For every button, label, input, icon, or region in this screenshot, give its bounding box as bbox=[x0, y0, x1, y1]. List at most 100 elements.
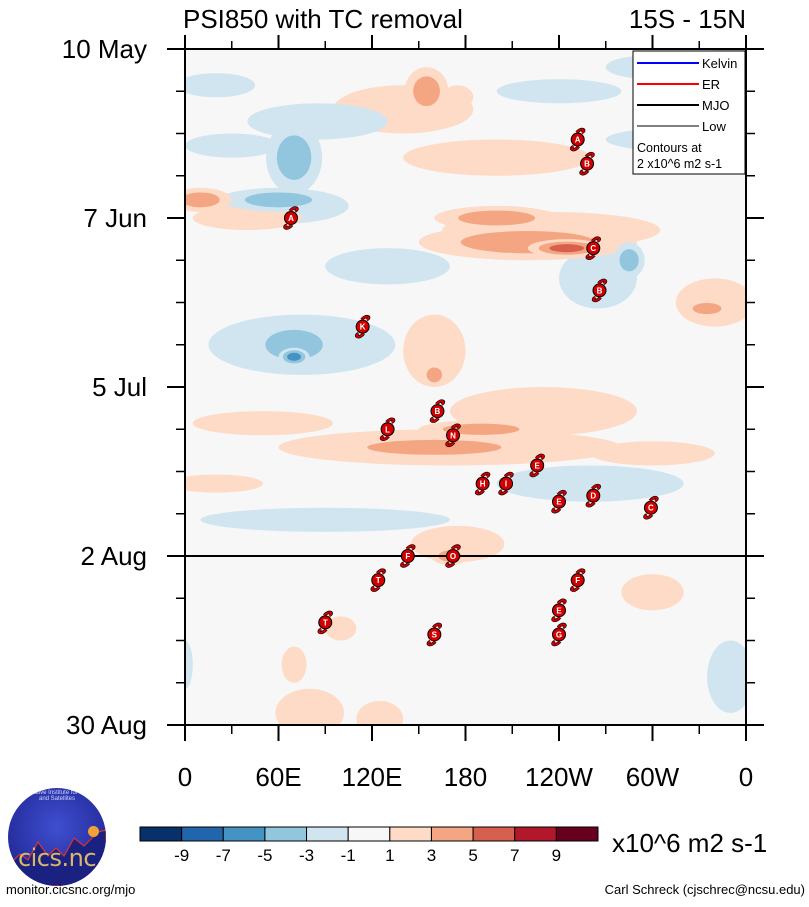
hurricane-arm bbox=[592, 279, 607, 302]
hurricane-arm bbox=[380, 418, 395, 441]
tc-label: B bbox=[584, 160, 590, 169]
tc-marker: L bbox=[379, 417, 396, 441]
hurricane-eye bbox=[400, 549, 415, 563]
hurricane-arm bbox=[643, 496, 658, 519]
x-tick-label: 0 bbox=[739, 762, 753, 792]
hurricane-arm bbox=[586, 237, 601, 260]
colorbar-swatch bbox=[347, 826, 391, 842]
hurricane-eye bbox=[427, 627, 442, 642]
hurricane-arm bbox=[580, 152, 595, 175]
hurricane-eye bbox=[580, 156, 595, 171]
tc-label: E bbox=[556, 498, 562, 507]
tc-label: N bbox=[450, 431, 456, 440]
cics-logo: Cooperative Institute for Climate and Sa… bbox=[8, 788, 106, 886]
colorbar: -9 -7 -5 -3 -1 1 3 5 7 9 bbox=[139, 826, 599, 865]
colorbar-label: 3 bbox=[427, 846, 436, 865]
tropical-cyclone-markers: A B A C B K L B N E H I E D C F T T E G S F O bbox=[283, 127, 659, 647]
tc-marker: D bbox=[585, 483, 601, 508]
footer-url[interactable]: monitor.cicsnc.org/mjo bbox=[6, 882, 136, 897]
colorbar-swatch bbox=[555, 826, 599, 842]
tc-marker: B bbox=[579, 151, 595, 176]
anomaly-contour bbox=[185, 474, 263, 493]
anomaly-contour bbox=[192, 205, 302, 231]
anomaly-contour bbox=[692, 302, 722, 315]
hurricane-eye bbox=[475, 476, 490, 491]
colorbar-label: 9 bbox=[552, 846, 561, 865]
anomaly-contour bbox=[192, 411, 334, 436]
colorbar-swatch bbox=[472, 826, 516, 842]
mountain-icon bbox=[8, 829, 106, 886]
hurricane-eye bbox=[283, 211, 298, 225]
tc-label: O bbox=[450, 552, 456, 561]
anomaly-contour bbox=[185, 192, 220, 208]
chart-title: PSI850 with TC removal bbox=[183, 4, 463, 34]
hurricane-arm bbox=[371, 568, 386, 592]
hurricane-eye bbox=[499, 476, 514, 491]
tc-label: T bbox=[376, 576, 381, 585]
tc-label: E bbox=[535, 461, 541, 470]
hurricane-arm bbox=[551, 623, 567, 646]
anomaly-contour bbox=[287, 352, 302, 361]
hurricane-arm bbox=[570, 568, 585, 592]
tc-marker: C bbox=[643, 495, 659, 520]
tc-marker: C bbox=[585, 236, 601, 260]
tc-marker: F bbox=[570, 568, 586, 592]
hurricane-eye bbox=[446, 549, 461, 563]
colorbar-swatch bbox=[389, 826, 432, 842]
tc-label: T bbox=[323, 618, 328, 627]
hurricane-arm bbox=[283, 206, 298, 230]
tc-label: A bbox=[288, 214, 294, 223]
anomaly-contour bbox=[200, 507, 450, 532]
hurricane-eye bbox=[530, 458, 545, 473]
logo-text: cics.nc bbox=[17, 844, 97, 872]
anomaly-contour bbox=[403, 314, 466, 387]
anomaly-contour bbox=[442, 423, 520, 435]
colorbar-swatch bbox=[181, 826, 224, 842]
tc-marker: B bbox=[429, 399, 446, 423]
tc-label: G bbox=[556, 630, 562, 639]
anomaly-contour bbox=[619, 249, 639, 272]
legend-label-low: Low bbox=[702, 119, 726, 134]
tc-marker: B bbox=[591, 278, 608, 303]
tc-label: E bbox=[556, 606, 562, 615]
tc-label: K bbox=[360, 323, 366, 332]
colorbar-swatch bbox=[264, 826, 308, 842]
anomaly-contour bbox=[185, 73, 256, 98]
y-tick-label: 5 Jul bbox=[92, 372, 147, 402]
tc-label: B bbox=[435, 407, 441, 416]
colorbar-label: -1 bbox=[341, 846, 356, 865]
colorbar-label: 1 bbox=[385, 846, 394, 865]
hurricane-eye bbox=[586, 488, 601, 503]
legend: Kelvin ER MJO Low Contours at 2 x10^6 m2 s-… bbox=[632, 50, 746, 175]
chart-subtitle: 15S - 15N bbox=[629, 4, 746, 34]
tc-marker: N bbox=[445, 423, 461, 448]
hurricane-arm bbox=[430, 399, 445, 423]
legend-label-kelvin: Kelvin bbox=[702, 56, 737, 71]
colorbar-swatch bbox=[430, 826, 474, 842]
colorbar-label: -9 bbox=[174, 846, 189, 865]
legend-label-mjo: MJO bbox=[702, 98, 729, 113]
legend-box bbox=[632, 50, 746, 175]
tc-marker: E bbox=[551, 489, 567, 514]
y-tick-label: 10 May bbox=[62, 34, 147, 64]
anomaly-contour bbox=[442, 85, 474, 110]
tc-marker: A bbox=[283, 206, 299, 230]
tc-label: C bbox=[590, 244, 596, 253]
hurricane-arm bbox=[475, 472, 490, 495]
hurricane-eye bbox=[552, 627, 566, 642]
y-tick-label: 2 Aug bbox=[80, 541, 147, 571]
hurricane-eye bbox=[570, 573, 585, 588]
anomaly-contour bbox=[325, 248, 450, 285]
x-tick-label: 180 bbox=[444, 762, 487, 792]
anomaly-contour bbox=[185, 133, 279, 158]
colorbar-label: -5 bbox=[257, 846, 272, 865]
colorbar-swatch bbox=[306, 826, 349, 842]
hurricane-arm bbox=[355, 315, 370, 338]
anomaly-contour bbox=[496, 465, 684, 502]
hurricane-eye bbox=[446, 428, 461, 443]
colorbar-swatch bbox=[514, 826, 557, 842]
x-tick-label: 60W bbox=[626, 762, 680, 792]
tc-label: B bbox=[597, 286, 603, 295]
y-tick-labels: 10 May 7 Jun 5 Jul 2 Aug 30 Aug bbox=[62, 34, 147, 740]
hurricane-arm bbox=[570, 128, 585, 151]
